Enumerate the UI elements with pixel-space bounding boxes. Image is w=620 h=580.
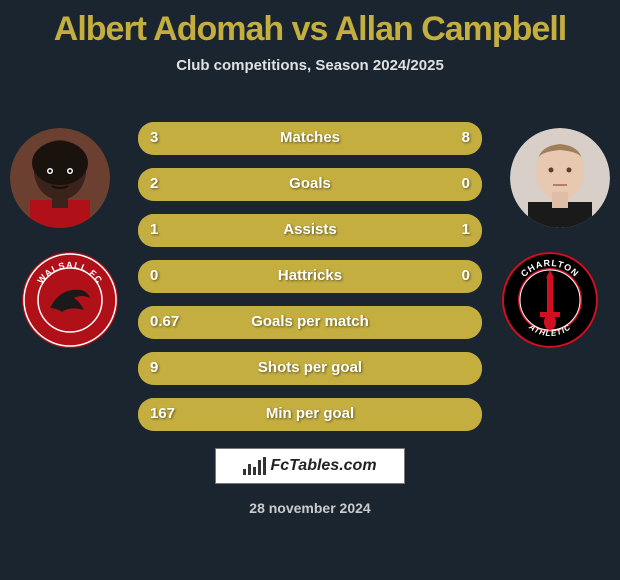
- stat-row: 0.67Goals per match: [138, 306, 482, 339]
- date-text: 28 november 2024: [0, 500, 620, 516]
- stat-value-right: 8: [462, 129, 470, 146]
- stat-label: Goals: [138, 175, 482, 192]
- player-left-avatar: [10, 128, 110, 228]
- stat-row: 3Matches8: [138, 122, 482, 155]
- stat-value-right: 1: [462, 221, 470, 238]
- stat-row: 2Goals0: [138, 168, 482, 201]
- comparison-bars: 3Matches82Goals01Assists10Hattricks00.67…: [138, 122, 482, 444]
- stat-label: Matches: [138, 129, 482, 146]
- stat-label: Hattricks: [138, 267, 482, 284]
- stat-label: Min per goal: [138, 405, 482, 422]
- player-right-avatar: [510, 128, 610, 228]
- stat-label: Assists: [138, 221, 482, 238]
- stat-row: 0Hattricks0: [138, 260, 482, 293]
- brand-logo: FcTables.com: [215, 448, 405, 484]
- stat-label: Goals per match: [138, 313, 482, 330]
- club-crest-left: WALSALL FC: [20, 250, 120, 350]
- brand-text: FcTables.com: [270, 457, 376, 475]
- stat-label: Shots per goal: [138, 359, 482, 376]
- stat-value-right: 0: [462, 175, 470, 192]
- stat-row: 9Shots per goal: [138, 352, 482, 385]
- stat-row: 167Min per goal: [138, 398, 482, 431]
- brand-bars-icon: [243, 457, 266, 475]
- club-crest-right: CHARLTON ATHLETIC: [500, 250, 600, 350]
- stat-row: 1Assists1: [138, 214, 482, 247]
- page-title: Albert Adomah vs Allan Campbell: [0, 0, 620, 49]
- subtitle: Club competitions, Season 2024/2025: [0, 57, 620, 74]
- stat-value-right: 0: [462, 267, 470, 284]
